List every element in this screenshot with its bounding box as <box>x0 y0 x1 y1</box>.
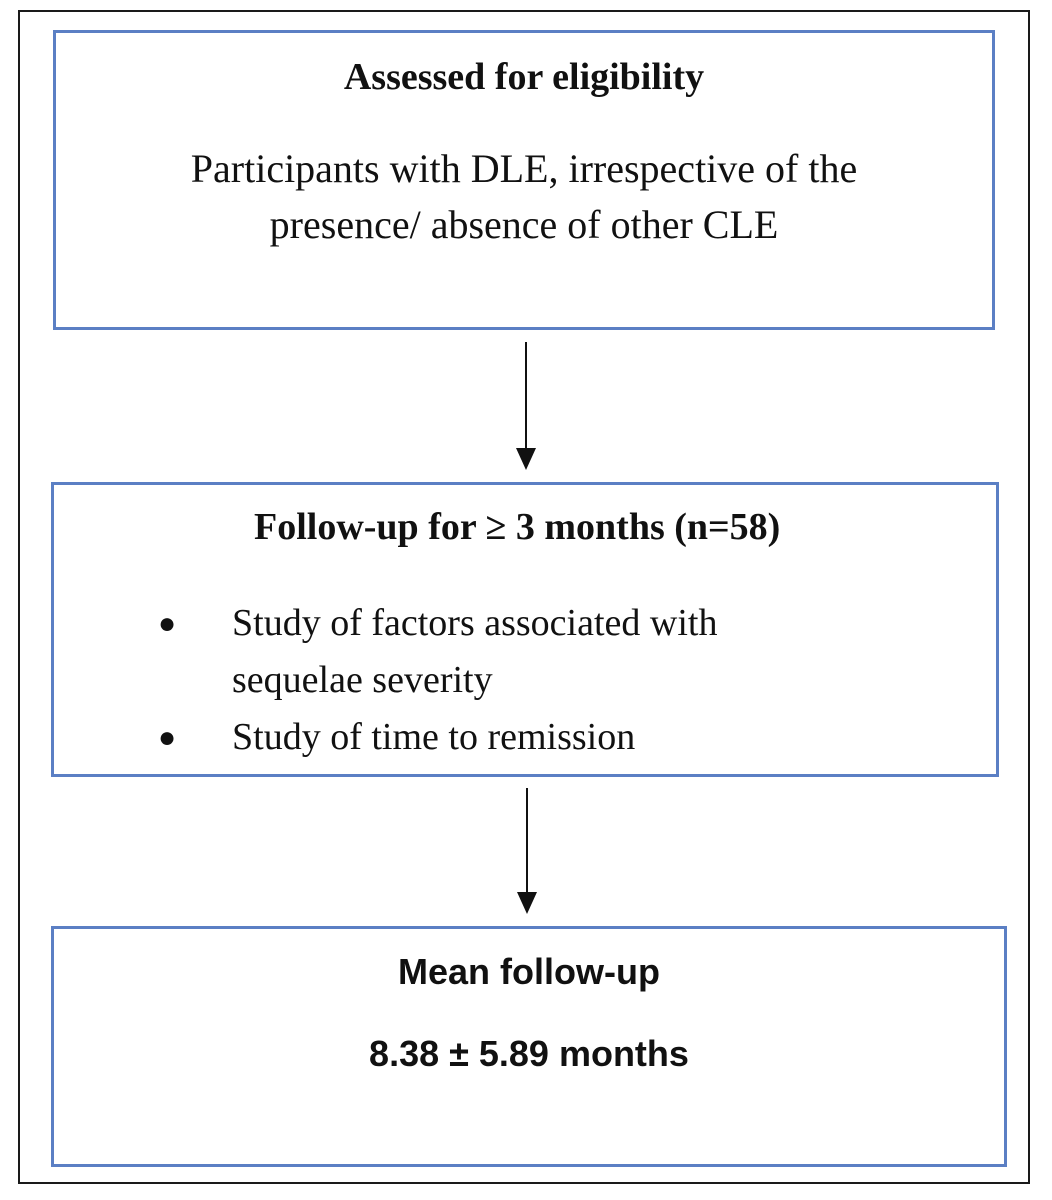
follow-up-box: Follow-up for ≥ 3 months (n=58) ● Study … <box>51 482 999 777</box>
arrow-down-2 <box>517 788 537 914</box>
follow-up-title: Follow-up for ≥ 3 months (n=58) <box>254 506 781 548</box>
bullet-text-line2: sequelae severity <box>232 659 493 701</box>
list-item: ● Study of factors associated with seque… <box>54 595 852 709</box>
arrow-down-1 <box>516 342 536 470</box>
eligibility-title: Assessed for eligibility <box>343 56 705 98</box>
follow-up-bullet-list: ● Study of factors associated with seque… <box>54 595 852 766</box>
eligibility-box: Assessed for eligibility Participants wi… <box>53 30 995 330</box>
bullet-text-line1: Study of factors associated with <box>232 602 718 644</box>
bullet-icon: ● <box>158 721 177 754</box>
list-item: ● Study of time to remission <box>54 709 852 766</box>
eligibility-description-line1: Participants with DLE, irrespective of t… <box>190 146 858 191</box>
eligibility-description-line2: presence/ absence of other CLE <box>269 202 779 247</box>
mean-follow-up-value: 8.38 ± 5.89 months <box>369 1033 689 1074</box>
mean-follow-up-box: Mean follow-up 8.38 ± 5.89 months <box>51 926 1007 1167</box>
bullet-icon: ● <box>158 607 177 640</box>
bullet-text-line1: Study of time to remission <box>232 716 636 758</box>
outer-frame <box>18 10 1030 1184</box>
mean-follow-up-title: Mean follow-up <box>398 951 660 992</box>
eligibility-description: Participants with DLE, irrespective of t… <box>56 141 992 253</box>
